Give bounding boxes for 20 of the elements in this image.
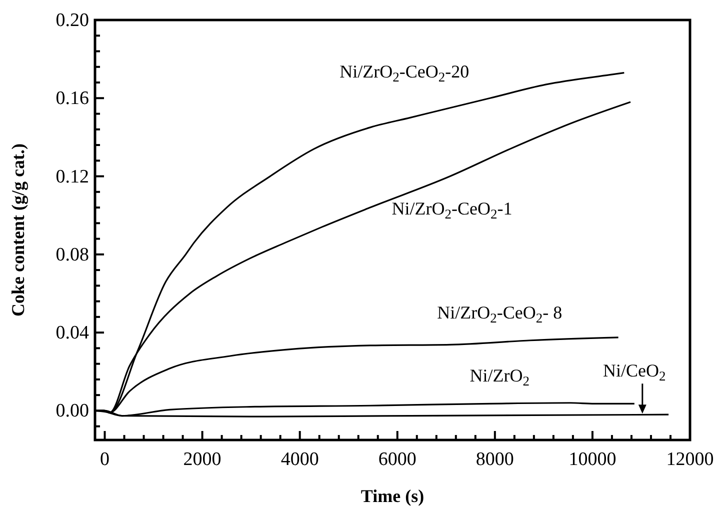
y-tick-label: 0.04 (56, 322, 90, 344)
x-tick-label: 8000 (476, 449, 514, 470)
y-axis-title: Coke content (g/g cat.) (8, 144, 28, 316)
x-tick-label: 2000 (183, 449, 222, 470)
series-label: Ni/ZrO$_{2}$-CeO$_{2}$-20 (340, 62, 470, 84)
y-tick-label: 0.00 (56, 400, 89, 422)
series-label: Ni/CeO$_{2}$ (603, 360, 666, 384)
x-axis-title: Time (s) (360, 486, 424, 506)
series-label: Ni/ZrO$_{2}$-CeO$_{2}$-1 (392, 198, 512, 221)
x-tick-label: 4000 (280, 449, 319, 470)
y-tick-label: 0.08 (56, 244, 89, 266)
x-tick-label: 12000 (666, 449, 714, 470)
y-tick-label: 0.20 (56, 10, 89, 31)
x-tick-label: 0 (100, 449, 110, 470)
y-tick-label: 0.16 (56, 88, 89, 110)
series-label: Ni/ZrO$_{2}$-CeO$_{2}$- 8 (437, 302, 562, 325)
x-tick-label: 10000 (568, 449, 616, 470)
x-tick-label: 6000 (378, 449, 416, 470)
series-label: Ni/ZrO$_{2}$ (470, 366, 530, 388)
y-tick-label: 0.12 (56, 166, 89, 188)
